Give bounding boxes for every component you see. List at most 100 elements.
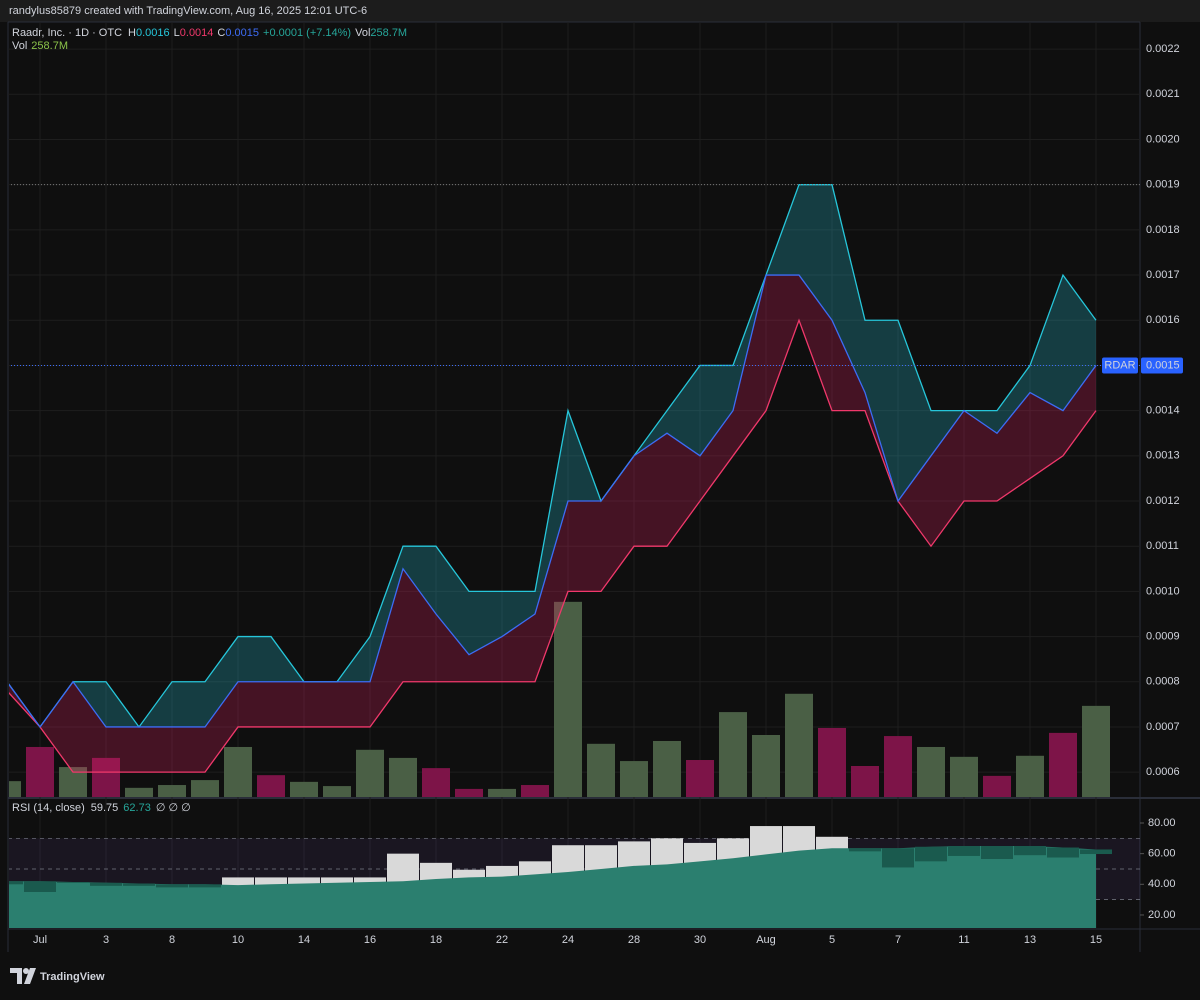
x-tick-label: 30 bbox=[694, 934, 706, 946]
price-badge bbox=[1141, 357, 1183, 374]
volume-bar bbox=[290, 781, 318, 797]
x-tick-label: 24 bbox=[562, 934, 574, 946]
volume-bar bbox=[686, 760, 714, 797]
volume-legend: Vol 258.7M bbox=[12, 40, 68, 52]
volume-bar bbox=[719, 712, 747, 797]
volume-bar bbox=[455, 788, 483, 797]
rsi-title: RSI (14, close) bbox=[12, 802, 85, 814]
volume-bar bbox=[9, 781, 21, 797]
legend-key: Vol bbox=[355, 27, 370, 39]
attribution: randylus85879 created with TradingView.c… bbox=[9, 5, 367, 17]
y-tick-label: 0.0012 bbox=[1146, 495, 1180, 507]
rsi-tick-label: 60.00 bbox=[1148, 848, 1176, 860]
rsi-bar-gap bbox=[1014, 845, 1046, 856]
y-tick-label: 0.0013 bbox=[1146, 450, 1180, 462]
rsi-bar-gap bbox=[123, 883, 155, 886]
rsi-bar-gap bbox=[1080, 849, 1112, 855]
rsi-bar-gap bbox=[9, 881, 23, 885]
rsi-tick-label: 40.00 bbox=[1148, 878, 1176, 890]
rsi-bar-gap bbox=[57, 882, 89, 883]
volume-bar bbox=[785, 693, 813, 797]
rsi-bar-gap bbox=[948, 845, 980, 856]
rsi-bar-gap bbox=[981, 845, 1013, 860]
x-tick-label: Jul bbox=[33, 934, 47, 946]
y-tick-label: 0.0022 bbox=[1146, 43, 1180, 55]
legend-value: 0.0014 bbox=[180, 27, 214, 39]
volume-bar bbox=[950, 756, 978, 797]
volume-bar bbox=[26, 746, 54, 797]
legend-change: +0.0001 (+7.14%) bbox=[263, 27, 351, 39]
ticker-label: RDAR bbox=[1104, 359, 1135, 371]
y-tick-label: 0.0014 bbox=[1146, 405, 1180, 417]
x-tick-label: 18 bbox=[430, 934, 442, 946]
volume-bar bbox=[851, 766, 879, 797]
volume-bar bbox=[1049, 732, 1077, 797]
x-tick-label: 7 bbox=[895, 934, 901, 946]
volume-bar bbox=[92, 757, 120, 797]
rsi-legend: RSI (14, close) 59.75 62.73 ∅ ∅ ∅ bbox=[12, 802, 191, 814]
x-tick-label: 22 bbox=[496, 934, 508, 946]
legend-value: 258.7M bbox=[370, 27, 407, 39]
rsi-bar-gap bbox=[90, 882, 122, 886]
y-tick-label: 0.0017 bbox=[1146, 269, 1180, 281]
ticker-badge bbox=[1102, 357, 1138, 374]
x-tick-label: 8 bbox=[169, 934, 175, 946]
volume-bar bbox=[983, 775, 1011, 797]
legend-value: 62.73 bbox=[123, 802, 151, 814]
x-tick-label: Aug bbox=[756, 934, 776, 946]
x-tick-label: 3 bbox=[103, 934, 109, 946]
legend-extra: ∅ ∅ ∅ bbox=[156, 802, 191, 814]
axes: 0.0006 0.0007 0.0008 0.0009 0.0010 0.0011 0.00… bbox=[33, 43, 1183, 946]
rsi-ma-area bbox=[9, 845, 1096, 928]
volume-bar bbox=[653, 740, 681, 797]
rsi-bar-gap bbox=[189, 884, 221, 888]
volume-bar bbox=[752, 735, 780, 797]
rsi-pane bbox=[9, 826, 1140, 928]
volume-bar bbox=[125, 787, 153, 797]
y-tick-label: 0.0019 bbox=[1146, 179, 1180, 191]
legend: Raadr, Inc. · 1D · OTC H0.0016 L0.0014 C0.0… bbox=[12, 27, 407, 39]
volume-bar bbox=[389, 757, 417, 797]
volume-bar bbox=[224, 746, 252, 797]
rsi-bar-gap bbox=[1047, 847, 1079, 858]
rsi-tick-label: 80.00 bbox=[1148, 817, 1176, 829]
x-tick-label: 10 bbox=[232, 934, 244, 946]
volume-bar bbox=[1082, 705, 1110, 797]
x-tick-label: 28 bbox=[628, 934, 640, 946]
legend-value: 0.0016 bbox=[136, 27, 170, 39]
legend-value: 59.75 bbox=[91, 802, 119, 814]
y-tick-label: 0.0021 bbox=[1146, 88, 1180, 100]
legend-value: 258.7M bbox=[31, 40, 68, 52]
volume-bar bbox=[158, 785, 186, 797]
legend-key: C bbox=[217, 27, 225, 39]
legend-key: Vol bbox=[12, 40, 27, 52]
brand-logo bbox=[10, 968, 36, 984]
x-tick-label: 15 bbox=[1090, 934, 1102, 946]
volume-bar bbox=[1016, 755, 1044, 797]
y-tick-label: 0.0010 bbox=[1146, 585, 1180, 597]
legend-key: L bbox=[174, 27, 180, 39]
x-tick-label: 11 bbox=[958, 934, 969, 946]
rsi-bar-gap bbox=[915, 846, 947, 862]
legend-value: 0.0015 bbox=[225, 27, 259, 39]
volume-bar bbox=[884, 736, 912, 797]
volume-bar bbox=[356, 749, 384, 797]
rsi-tick-label: 20.00 bbox=[1148, 909, 1176, 921]
y-tick-label: 0.0008 bbox=[1146, 676, 1180, 688]
x-tick-label: 5 bbox=[829, 934, 835, 946]
x-tick-label: 13 bbox=[1024, 934, 1036, 946]
volume-bar bbox=[257, 775, 285, 797]
volume-bar bbox=[917, 746, 945, 797]
y-tick-label: 0.0007 bbox=[1146, 721, 1180, 733]
top-bar bbox=[0, 0, 1200, 22]
price-line bbox=[9, 318, 1097, 773]
volume-bar bbox=[422, 768, 450, 797]
price-label: 0.0015 bbox=[1146, 359, 1180, 371]
volume-bar bbox=[587, 743, 615, 797]
y-tick-label: 0.0018 bbox=[1146, 224, 1180, 236]
volume-bar bbox=[191, 780, 219, 797]
x-tick-label: 16 bbox=[364, 934, 376, 946]
y-tick-label: 0.0009 bbox=[1146, 630, 1180, 642]
legend-key: H bbox=[128, 27, 136, 39]
